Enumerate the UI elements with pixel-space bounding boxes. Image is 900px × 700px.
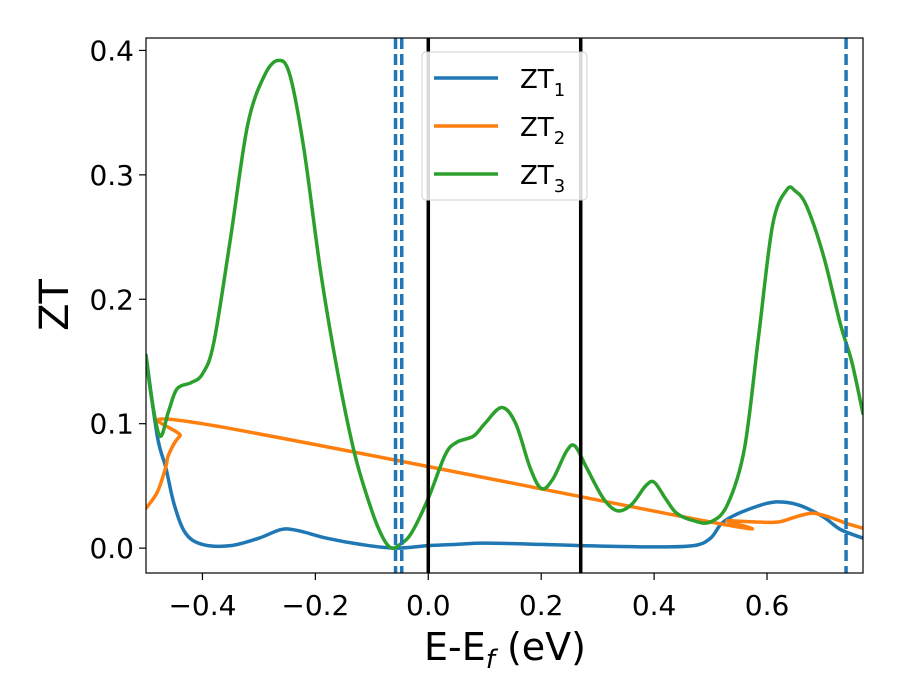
series-layer: [146, 58, 863, 551]
y-tick-label: 0.2: [89, 283, 134, 316]
plot-frame: [145, 37, 864, 574]
y-tick-label: 0.0: [89, 532, 134, 565]
x-axis-label: E-Ef (eV): [424, 625, 586, 675]
legend-label-subscript: 3: [554, 176, 565, 197]
legend-label-zt2: ZT2: [520, 113, 565, 149]
legend-label-zt3: ZT3: [520, 161, 565, 197]
y-axis-ticks: 0.0 0.1 0.2 0.3 0.4: [89, 34, 146, 565]
series-line-zt2: [146, 417, 863, 531]
legend-label-main: ZT: [520, 113, 554, 143]
y-axis-label: ZT: [32, 279, 78, 331]
x-axis-ticks: −0.4 −0.2 0.0 0.2 0.4 0.6: [168, 573, 789, 622]
x-tick-label: 0.6: [745, 589, 790, 622]
legend-label-subscript: 1: [554, 80, 565, 101]
x-axis-label-main: E-E: [424, 625, 486, 669]
y-tick-label: 0.3: [89, 159, 134, 192]
x-axis-label-unit: (eV): [495, 625, 586, 669]
y-tick-label: 0.4: [89, 34, 134, 67]
series-line-zt3: [146, 58, 863, 551]
x-tick-label: −0.4: [168, 589, 236, 622]
x-tick-label: −0.2: [281, 589, 349, 622]
x-tick-label: 0.2: [519, 589, 564, 622]
legend-label-zt1: ZT1: [520, 65, 565, 101]
y-tick-label: 0.1: [89, 408, 134, 441]
x-tick-label: 0.0: [406, 589, 451, 622]
legend-frame: [421, 51, 588, 201]
legend-label-subscript: 2: [554, 128, 565, 149]
series-line-zt1: [146, 353, 863, 550]
x-tick-label: 0.4: [632, 589, 677, 622]
legend-label-main: ZT: [520, 161, 554, 191]
legend-label-main: ZT: [520, 65, 554, 95]
